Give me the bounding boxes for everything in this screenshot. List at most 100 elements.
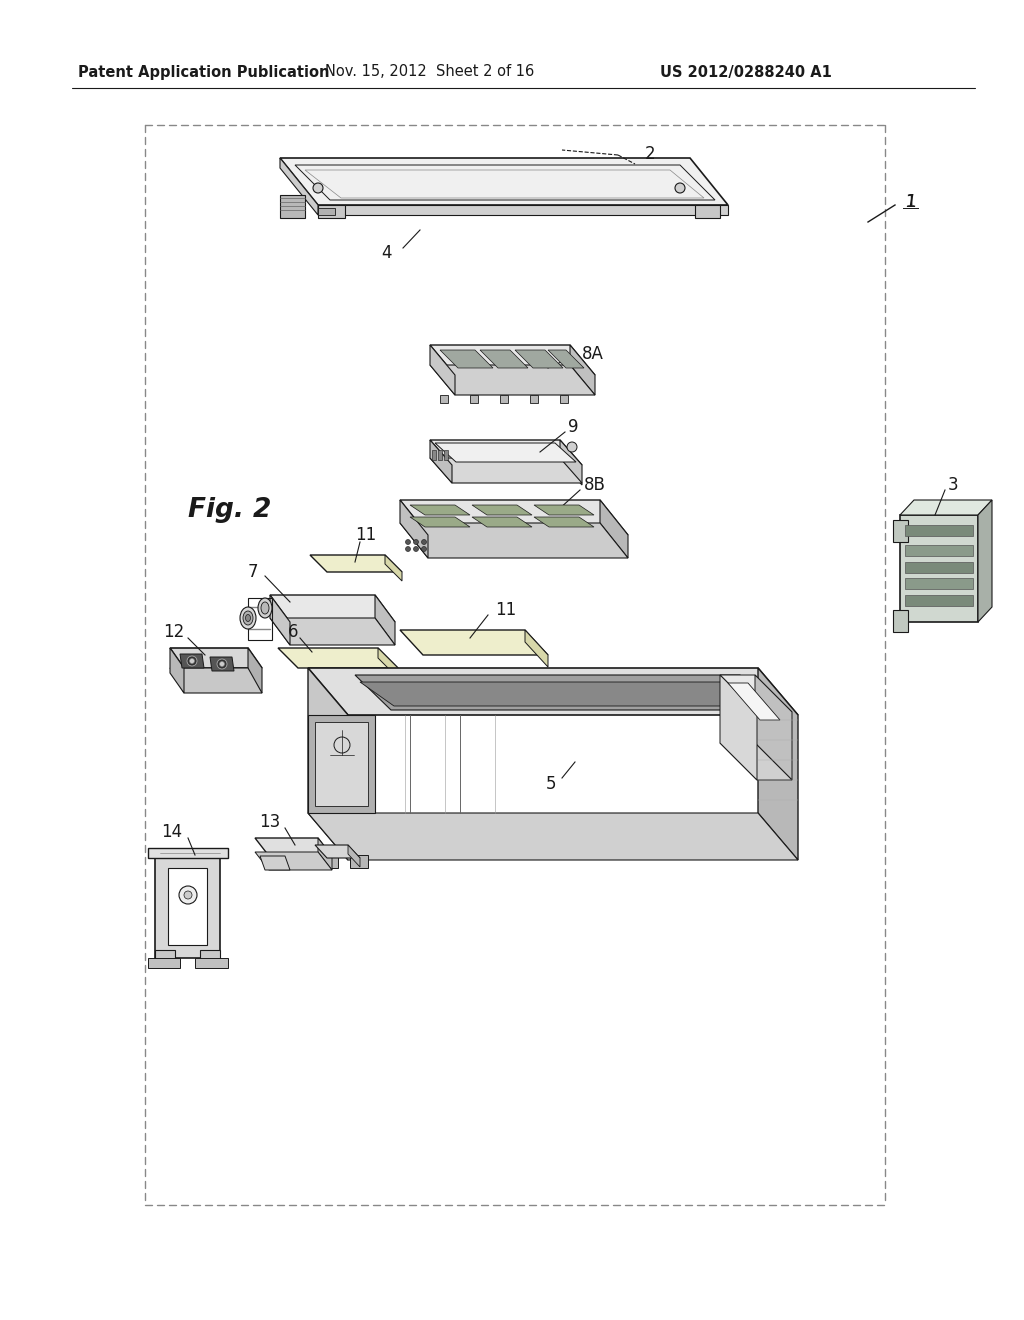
- Polygon shape: [440, 350, 493, 368]
- Polygon shape: [318, 205, 728, 215]
- Ellipse shape: [258, 598, 272, 618]
- Polygon shape: [600, 500, 628, 558]
- Polygon shape: [375, 595, 395, 645]
- Ellipse shape: [261, 602, 269, 614]
- Polygon shape: [534, 506, 594, 515]
- Circle shape: [414, 546, 419, 552]
- Polygon shape: [430, 366, 595, 395]
- Polygon shape: [170, 648, 262, 668]
- Polygon shape: [470, 395, 478, 403]
- Polygon shape: [905, 562, 973, 573]
- Polygon shape: [270, 595, 290, 645]
- Polygon shape: [430, 440, 452, 483]
- Polygon shape: [310, 554, 402, 572]
- Polygon shape: [255, 851, 332, 870]
- Text: 12: 12: [163, 623, 184, 642]
- Polygon shape: [308, 668, 348, 861]
- Polygon shape: [430, 458, 582, 483]
- Polygon shape: [893, 610, 908, 632]
- Text: 5: 5: [546, 775, 556, 793]
- Polygon shape: [440, 395, 449, 403]
- Text: Fig. 2: Fig. 2: [188, 498, 271, 523]
- Polygon shape: [148, 847, 228, 858]
- Polygon shape: [170, 668, 262, 693]
- Text: 13: 13: [259, 813, 280, 832]
- Polygon shape: [248, 648, 262, 693]
- Polygon shape: [695, 205, 720, 218]
- Text: 9: 9: [568, 418, 579, 436]
- Polygon shape: [400, 523, 628, 558]
- Polygon shape: [432, 450, 436, 459]
- Polygon shape: [315, 722, 368, 807]
- Circle shape: [414, 540, 419, 544]
- Circle shape: [219, 661, 224, 667]
- Polygon shape: [378, 648, 398, 678]
- Polygon shape: [905, 545, 973, 556]
- Circle shape: [189, 659, 195, 664]
- Circle shape: [179, 886, 197, 904]
- Circle shape: [567, 442, 577, 451]
- Polygon shape: [515, 350, 563, 368]
- Circle shape: [406, 540, 411, 544]
- Polygon shape: [348, 845, 360, 867]
- Polygon shape: [720, 675, 792, 711]
- Circle shape: [217, 659, 227, 669]
- Polygon shape: [355, 675, 776, 710]
- Polygon shape: [410, 506, 470, 515]
- Polygon shape: [278, 648, 398, 668]
- Polygon shape: [308, 813, 798, 861]
- Polygon shape: [148, 958, 180, 968]
- Text: 1: 1: [905, 193, 915, 211]
- Text: 11: 11: [355, 525, 376, 544]
- Polygon shape: [255, 838, 332, 855]
- Text: Nov. 15, 2012  Sheet 2 of 16: Nov. 15, 2012 Sheet 2 of 16: [326, 65, 535, 79]
- Polygon shape: [280, 158, 728, 205]
- Polygon shape: [318, 205, 345, 218]
- Polygon shape: [155, 950, 175, 965]
- Polygon shape: [560, 395, 568, 403]
- Polygon shape: [400, 500, 628, 535]
- Polygon shape: [570, 345, 595, 395]
- Polygon shape: [435, 444, 575, 462]
- Polygon shape: [430, 345, 455, 395]
- Text: 1: 1: [905, 193, 915, 211]
- Polygon shape: [905, 525, 973, 536]
- Polygon shape: [350, 855, 368, 869]
- Polygon shape: [525, 630, 548, 667]
- Polygon shape: [905, 595, 973, 606]
- Polygon shape: [534, 517, 594, 527]
- Polygon shape: [195, 958, 228, 968]
- Text: 14: 14: [161, 822, 182, 841]
- Polygon shape: [170, 648, 184, 693]
- Polygon shape: [500, 395, 508, 403]
- Text: 4: 4: [382, 244, 392, 261]
- Polygon shape: [444, 450, 449, 459]
- Circle shape: [184, 891, 193, 899]
- Text: 6: 6: [288, 623, 298, 642]
- Polygon shape: [280, 158, 318, 215]
- Polygon shape: [180, 653, 204, 668]
- Polygon shape: [472, 517, 532, 527]
- Ellipse shape: [240, 607, 256, 630]
- Polygon shape: [280, 195, 305, 218]
- Polygon shape: [472, 506, 532, 515]
- Polygon shape: [893, 520, 908, 543]
- Circle shape: [406, 546, 411, 552]
- Polygon shape: [720, 675, 757, 780]
- Circle shape: [187, 656, 197, 667]
- Polygon shape: [438, 450, 442, 459]
- Text: 3: 3: [948, 477, 958, 494]
- Circle shape: [313, 183, 323, 193]
- Polygon shape: [758, 668, 798, 861]
- Polygon shape: [905, 578, 973, 589]
- Polygon shape: [480, 350, 528, 368]
- Polygon shape: [430, 440, 582, 465]
- Ellipse shape: [246, 615, 251, 622]
- Polygon shape: [755, 675, 792, 780]
- Polygon shape: [410, 517, 470, 527]
- Polygon shape: [260, 855, 290, 870]
- Polygon shape: [720, 743, 792, 780]
- Polygon shape: [200, 950, 220, 965]
- Text: Patent Application Publication: Patent Application Publication: [78, 65, 330, 79]
- Polygon shape: [319, 855, 338, 869]
